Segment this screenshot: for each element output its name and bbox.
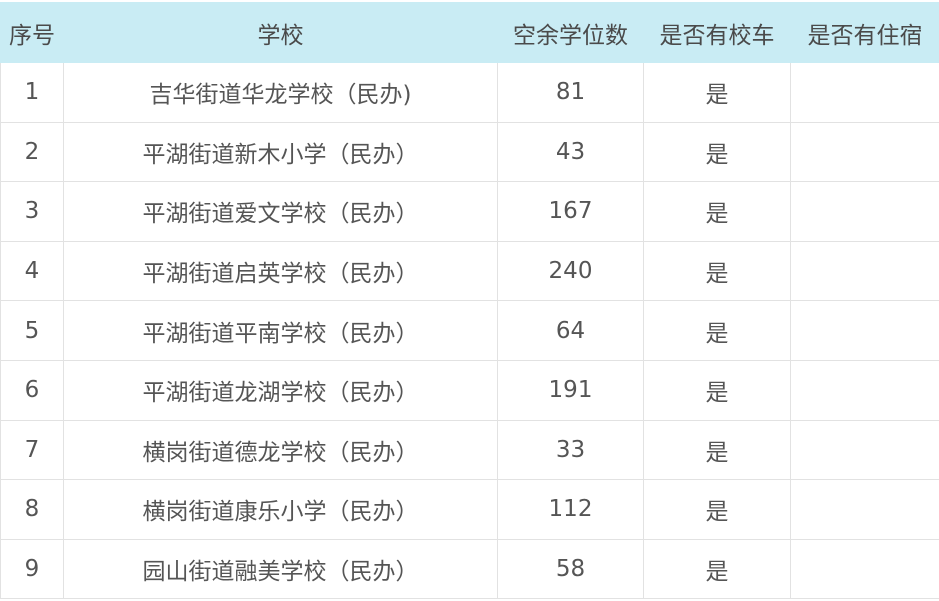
cell-school: 平湖街道龙湖学校（民办） (64, 360, 498, 420)
cell-vacancies: 64 (498, 301, 644, 361)
header-school: 学校 (64, 3, 498, 63)
cell-bus: 是 (644, 122, 791, 182)
cell-index: 4 (1, 241, 64, 301)
cell-index: 5 (1, 301, 64, 361)
header-row: 序号 学校 空余学位数 是否有校车 是否有住宿 (1, 3, 939, 63)
cell-school: 横岗街道德龙学校（民办） (64, 420, 498, 480)
cell-dorm (791, 241, 939, 301)
cell-vacancies: 81 (498, 63, 644, 123)
cell-index: 9 (1, 539, 64, 599)
cell-bus: 是 (644, 182, 791, 242)
cell-dorm (791, 420, 939, 480)
cell-dorm (791, 301, 939, 361)
header-vacancies: 空余学位数 (498, 3, 644, 63)
cell-school: 平湖街道爱文学校（民办） (64, 182, 498, 242)
cell-vacancies: 43 (498, 122, 644, 182)
cell-dorm (791, 480, 939, 540)
cell-school: 平湖街道新木小学（民办） (64, 122, 498, 182)
header-dorm: 是否有住宿 (791, 3, 939, 63)
cell-bus: 是 (644, 480, 791, 540)
cell-dorm (791, 360, 939, 420)
cell-index: 8 (1, 480, 64, 540)
cell-bus: 是 (644, 539, 791, 599)
cell-dorm (791, 539, 939, 599)
cell-dorm (791, 122, 939, 182)
cell-index: 3 (1, 182, 64, 242)
header-bus: 是否有校车 (644, 3, 791, 63)
cell-bus: 是 (644, 63, 791, 123)
cell-vacancies: 58 (498, 539, 644, 599)
cell-school: 横岗街道康乐小学（民办） (64, 480, 498, 540)
cell-school: 园山街道融美学校（民办） (64, 539, 498, 599)
cell-dorm (791, 63, 939, 123)
cell-vacancies: 167 (498, 182, 644, 242)
cell-vacancies: 191 (498, 360, 644, 420)
cell-index: 7 (1, 420, 64, 480)
cell-bus: 是 (644, 420, 791, 480)
cell-school: 平湖街道平南学校（民办） (64, 301, 498, 361)
header-index: 序号 (1, 3, 64, 63)
cell-school: 吉华街道华龙学校（民办) (64, 63, 498, 123)
cell-vacancies: 33 (498, 420, 644, 480)
cell-dorm (791, 182, 939, 242)
cell-vacancies: 240 (498, 241, 644, 301)
cell-bus: 是 (644, 360, 791, 420)
cell-bus: 是 (644, 241, 791, 301)
cell-vacancies: 112 (498, 480, 644, 540)
cell-bus: 是 (644, 301, 791, 361)
cell-school: 平湖街道启英学校（民办） (64, 241, 498, 301)
cell-index: 1 (1, 63, 64, 123)
cell-index: 2 (1, 122, 64, 182)
cell-index: 6 (1, 360, 64, 420)
